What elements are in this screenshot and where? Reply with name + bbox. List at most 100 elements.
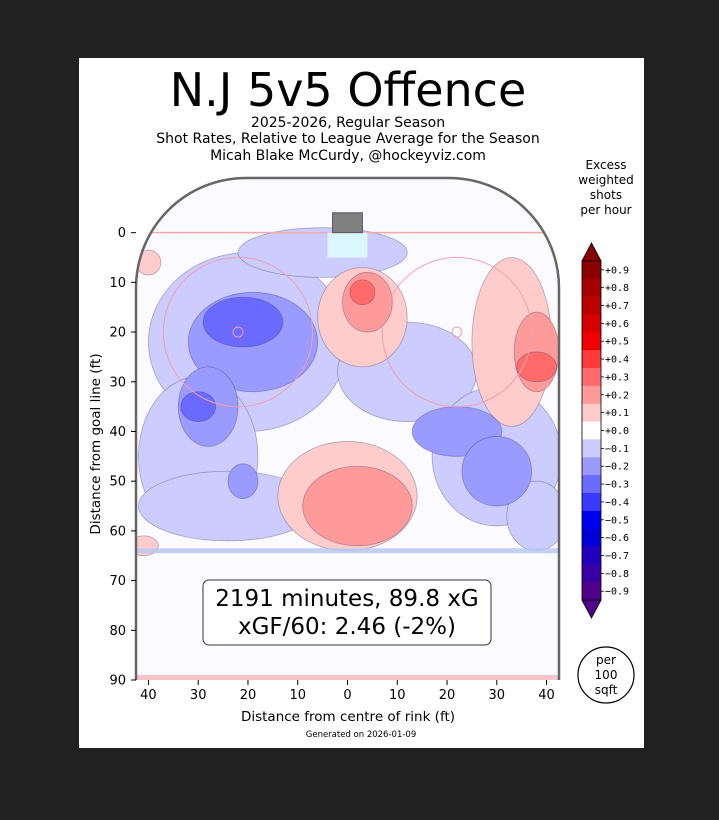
colorbar-top-arrow <box>581 242 602 262</box>
colorbar-swatch <box>582 510 601 530</box>
colorbar-label: −0.4 <box>605 497 629 508</box>
colorbar: +0.9 +0.8 +0.7 +0.6 +0.5 +0.4 +0.3 +0.2 +0.1 +0.0… <box>581 242 629 619</box>
colorbar-label: −0.8 <box>605 569 629 580</box>
colorbar-label: −0.6 <box>605 533 629 544</box>
colorbar-label: −0.5 <box>605 515 629 526</box>
colorbar-label: +0.3 <box>605 372 629 383</box>
colorbar-title-3: shots <box>590 188 622 202</box>
x-tick-label: 40 <box>140 688 157 703</box>
colorbar-label: +0.7 <box>605 301 629 312</box>
x-tick-label: 30 <box>190 688 207 703</box>
chart-subtitle-1: 2025-2026, Regular Season <box>251 115 445 131</box>
y-tick-label: 50 <box>109 475 126 490</box>
chart-title: N.J 5v5 Offence <box>170 63 527 117</box>
faceoff-circle <box>162 256 314 408</box>
heat-region <box>202 296 284 348</box>
plot-area: 40 30 20 10 0 10 20 30 40 0 10 20 30 40 50 60 70 80 90 <box>109 176 561 703</box>
blue-line <box>136 548 559 554</box>
chart-subtitle-3: Micah Blake McCurdy, @hockeyviz.com <box>210 148 486 164</box>
x-tick-label: 20 <box>240 688 257 703</box>
colorbar-label: +0.2 <box>605 390 629 401</box>
colorbar-title-4: per hour <box>580 203 631 217</box>
colorbar-label: +0.5 <box>605 337 629 348</box>
colorbar-label: +0.1 <box>605 408 629 419</box>
unit-note-1: per <box>596 653 616 667</box>
unit-note-3: sqft <box>595 683 618 697</box>
colorbar-swatch <box>582 475 601 494</box>
colorbar-label: −0.9 <box>605 587 629 598</box>
summary-line-1: 2191 minutes, 89.8 xG <box>215 586 479 612</box>
x-tick-label: 0 <box>343 688 351 703</box>
summary-line-2: xGF/60: 2.46 (-2%) <box>238 614 456 640</box>
colorbar-title-1: Excess <box>586 158 627 172</box>
faceoff-dot <box>232 326 244 338</box>
colorbar-swatch <box>582 403 601 422</box>
colorbar-swatch <box>582 582 601 601</box>
unit-note: per 100 sqft <box>577 646 635 704</box>
faceoff-dot <box>451 326 463 338</box>
colorbar-label: +0.0 <box>605 426 629 437</box>
heat-region <box>180 391 217 422</box>
colorbar-swatch <box>582 314 601 333</box>
colorbar-label: −0.7 <box>605 551 629 562</box>
colorbar-swatch <box>582 421 601 440</box>
y-tick-label: 70 <box>109 574 126 589</box>
y-tick-label: 60 <box>109 524 126 539</box>
chart-subtitle-2: Shot Rates, Relative to League Average f… <box>156 131 539 147</box>
goal-net <box>332 212 363 234</box>
colorbar-swatch <box>582 385 601 405</box>
y-tick-label: 90 <box>109 674 126 689</box>
heat-region <box>237 227 408 278</box>
colorbar-frame <box>581 260 602 601</box>
heat-region <box>227 463 259 499</box>
colorbar-swatch <box>582 528 601 547</box>
colorbar-label: −0.1 <box>605 444 629 455</box>
y-tick-label: 80 <box>109 624 126 639</box>
summary-box-border <box>202 579 492 646</box>
colorbar-label: +0.9 <box>605 265 629 276</box>
colorbar-swatch <box>582 546 601 565</box>
colorbar-swatch <box>582 457 601 476</box>
chart-card: N.J 5v5 Offence 2025-2026, Regular Seaso… <box>79 58 644 748</box>
x-tick-label: 40 <box>538 688 555 703</box>
colorbar-label: −0.2 <box>605 462 629 473</box>
x-tick-label: 10 <box>289 688 306 703</box>
colorbar-label: −0.3 <box>605 480 629 491</box>
colorbar-swatch <box>582 368 601 387</box>
colorbar-swatch <box>582 350 601 369</box>
colorbar-label: +0.4 <box>605 355 629 366</box>
colorbar-swatch <box>582 439 601 458</box>
colorbar-swatch <box>582 296 601 315</box>
unit-note-circle <box>577 646 635 704</box>
rink-markings <box>136 212 559 680</box>
y-axis-ticks: 0 10 20 30 40 50 60 70 80 90 <box>109 226 136 689</box>
colorbar-swatch <box>582 278 601 297</box>
x-tick-label: 30 <box>489 688 506 703</box>
faceoff-circle <box>381 256 533 408</box>
heat-regions <box>136 178 559 680</box>
heat-region <box>302 465 413 547</box>
heat-region <box>349 279 376 306</box>
x-tick-label: 20 <box>439 688 456 703</box>
summary-box: 2191 minutes, 89.8 xG xGF/60: 2.46 (-2%) <box>202 579 492 646</box>
centre-line <box>136 675 559 680</box>
footer-note: Generated on 2026-01-09 <box>306 730 416 740</box>
unit-note-2: 100 <box>595 668 618 682</box>
heat-region <box>461 436 533 507</box>
heat-region <box>136 249 162 276</box>
colorbar-bottom-arrow <box>581 599 602 619</box>
colorbar-title: Excess weighted shots per hour <box>578 158 633 217</box>
colorbar-swatch <box>582 332 601 351</box>
y-tick-label: 30 <box>109 375 126 390</box>
x-axis-label: Distance from centre of rink (ft) <box>241 709 455 725</box>
colorbar-title-2: weighted <box>578 173 633 187</box>
colorbar-swatch <box>582 260 601 280</box>
goal-crease <box>327 232 368 258</box>
y-tick-label: 40 <box>109 425 126 440</box>
shot-rate-chart: N.J 5v5 Offence 2025-2026, Regular Seaso… <box>88 63 635 740</box>
colorbar-label: +0.8 <box>605 283 629 294</box>
colorbar-swatch <box>582 493 601 512</box>
y-tick-label: 0 <box>118 226 126 241</box>
x-axis-ticks: 40 30 20 10 0 10 20 30 40 <box>140 680 555 703</box>
colorbar-label: +0.6 <box>605 319 629 330</box>
